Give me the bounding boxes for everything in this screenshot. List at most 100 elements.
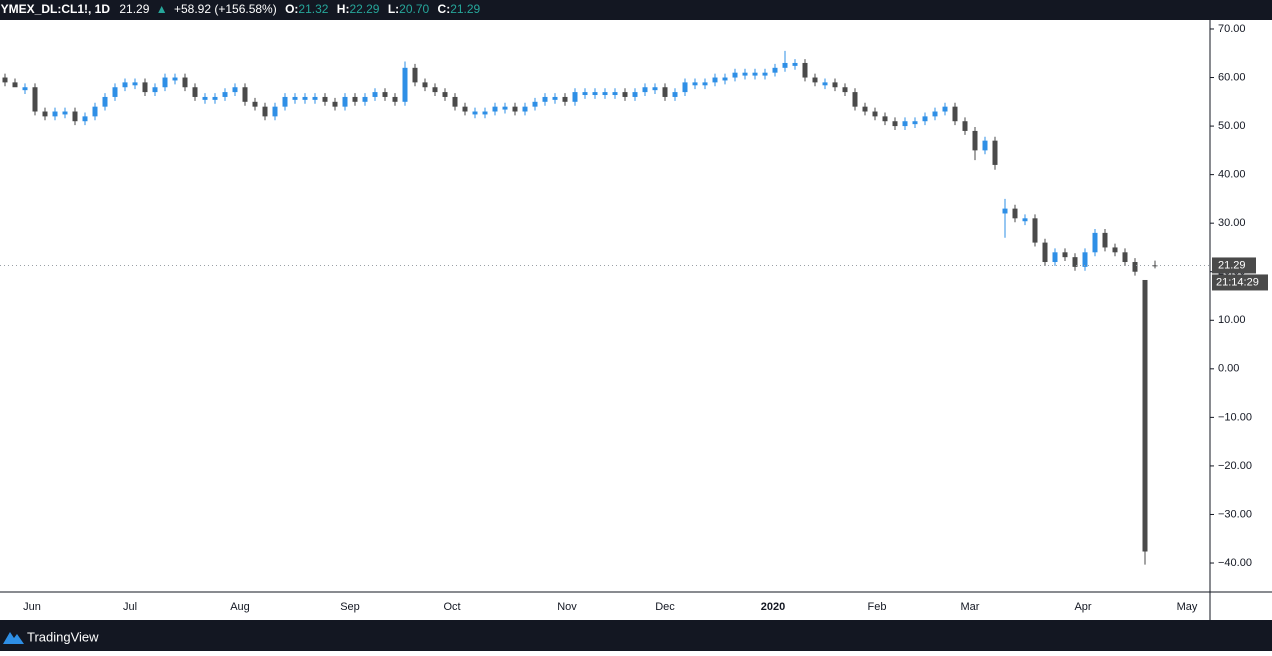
candle-body — [372, 92, 378, 97]
candle-body — [602, 92, 608, 96]
candle-body — [1022, 218, 1028, 222]
candle-body — [1042, 242, 1048, 263]
price-badge-bg — [1212, 257, 1256, 274]
candle-body — [1132, 262, 1138, 272]
candle-body — [692, 82, 698, 86]
candle-body — [612, 92, 618, 96]
x-tick-label: Sep — [340, 601, 360, 613]
logo — [3, 632, 24, 644]
candle-body — [782, 62, 788, 68]
change: +58.92 (+156.58%) — [174, 2, 277, 16]
candle-body — [82, 116, 88, 122]
candle-body — [362, 96, 368, 102]
candle-body — [62, 111, 68, 115]
candle-body — [252, 101, 258, 107]
candle-body — [672, 92, 678, 97]
candle-body — [842, 87, 848, 93]
candle-body — [552, 96, 558, 100]
candle-body — [322, 96, 328, 102]
candle-body — [122, 82, 128, 88]
candle-body — [262, 106, 268, 117]
o-label: O: — [285, 2, 298, 16]
candle-body — [432, 87, 438, 93]
candle-body — [12, 82, 18, 88]
candle-body — [132, 82, 138, 86]
candle-body — [422, 82, 428, 88]
candle-body — [162, 77, 168, 88]
price-badge: 21.29 — [1218, 259, 1246, 271]
countdown-bg — [1212, 274, 1268, 291]
header: NYMEX_DL:CL1!, 1D 21.29 ▲ +58.92 (+156.5… — [0, 2, 481, 16]
footer-bar — [0, 620, 1272, 651]
candle-body — [942, 106, 948, 112]
candle-body — [302, 96, 308, 100]
candle-body — [142, 82, 148, 93]
y-tick-label: −20.00 — [1218, 460, 1252, 472]
last-price: 21.29 — [119, 2, 149, 16]
candle-body — [952, 106, 958, 122]
x-tick-label: Aug — [230, 601, 250, 613]
candle-body — [742, 72, 748, 76]
candle-body — [922, 116, 928, 122]
y-tick-label: 30.00 — [1218, 217, 1246, 229]
candle-body — [382, 92, 388, 97]
candle-body — [1072, 257, 1078, 267]
candle-body — [1002, 208, 1008, 214]
candle-body — [172, 77, 178, 81]
candle-body — [522, 106, 528, 112]
candle-body — [1082, 252, 1088, 267]
candle-body — [1142, 279, 1148, 552]
candle-body — [502, 106, 508, 110]
candle-body — [282, 96, 288, 107]
x-tick-label: May — [1177, 601, 1198, 613]
candle-body — [52, 111, 58, 117]
candle-body — [902, 121, 908, 127]
candle-body — [702, 82, 708, 86]
candle-body — [712, 77, 718, 83]
candle-body — [212, 96, 218, 100]
candle-body — [642, 87, 648, 93]
symbol: NYMEX_DL:CL1!, 1D — [0, 2, 110, 16]
y-tick-label: −30.00 — [1218, 508, 1252, 520]
candle-body — [2, 77, 8, 83]
candle-body — [152, 87, 158, 93]
countdown: 21:14:29 — [1216, 276, 1259, 288]
candle-body — [1062, 252, 1068, 258]
x-tick-label: Apr — [1074, 601, 1091, 613]
o-value: 21.32 — [298, 2, 328, 16]
candle-body — [1102, 232, 1108, 248]
candle-body — [802, 62, 808, 78]
candle-body — [722, 77, 728, 81]
candle-body — [72, 111, 78, 122]
x-tick-label: Jun — [23, 601, 41, 613]
candle-body — [1122, 252, 1128, 263]
candle-body — [862, 106, 868, 112]
candle-body — [592, 92, 598, 96]
candle-body — [812, 77, 818, 83]
candle-body — [832, 82, 838, 88]
candle-body — [1092, 232, 1098, 253]
x-tick-label: Oct — [443, 601, 460, 613]
candle-body — [682, 82, 688, 93]
candle-body — [962, 121, 968, 131]
candle-body — [622, 92, 628, 97]
candle-body — [652, 87, 658, 91]
candle-body — [822, 82, 828, 86]
candle-body — [852, 92, 858, 107]
arrow: ▲ — [156, 2, 168, 16]
candle-body — [352, 96, 358, 102]
candle-body — [1112, 247, 1118, 253]
candle-body — [632, 92, 638, 97]
y-tick-label: 60.00 — [1218, 71, 1246, 83]
candle-body — [932, 111, 938, 117]
brand[interactable]: TradingView — [27, 629, 99, 644]
candle-body — [512, 106, 518, 112]
candle-body — [402, 67, 408, 102]
candle-body — [442, 92, 448, 97]
candle-body — [222, 92, 228, 97]
candle-body — [772, 67, 778, 73]
y-tick-label: 40.00 — [1218, 169, 1246, 181]
candle-body — [92, 106, 98, 117]
